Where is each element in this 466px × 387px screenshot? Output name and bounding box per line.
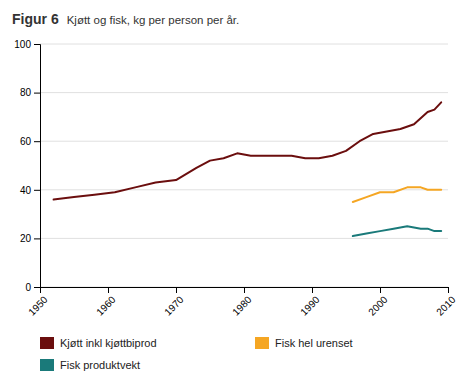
legend-label: Fisk produktvekt	[60, 359, 140, 371]
x-tick: 2010	[434, 287, 458, 318]
x-tick-label: 2000	[366, 294, 390, 318]
series-group	[54, 102, 442, 236]
legend-item: Kjøtt inkl kjøttbiprod	[40, 337, 157, 349]
y-tick-label: 100	[14, 39, 31, 50]
x-tick-label: 1960	[94, 294, 118, 318]
y-tick: 40	[20, 185, 40, 196]
plot: 1950 1960 1970 1980 1990 2000 2010 0 20 40 60 80 100	[14, 39, 458, 318]
y-tick-label: 80	[20, 87, 32, 98]
y-tick-mark	[34, 190, 40, 191]
grid-line	[40, 189, 448, 190]
y-tick: 60	[20, 136, 40, 147]
legend-item: Fisk produktvekt	[40, 359, 140, 371]
x-tick: 1980	[230, 287, 254, 318]
y-tick: 100	[14, 39, 40, 50]
x-tick: 1970	[162, 287, 186, 318]
y-tick: 0	[25, 282, 40, 293]
y-axis-line	[34, 45, 41, 288]
x-tick-label: 1990	[298, 294, 322, 318]
x-tick-label: 1980	[230, 294, 254, 318]
x-tick-mark	[380, 287, 381, 293]
grid-line	[40, 44, 448, 45]
grid-line	[40, 92, 448, 93]
legend-label: Kjøtt inkl kjøttbiprod	[60, 337, 157, 349]
y-tick: 80	[20, 87, 40, 98]
x-tick-mark	[312, 287, 313, 293]
grid-line	[40, 141, 448, 142]
x-tick-mark	[176, 287, 177, 293]
x-tick: 1990	[298, 287, 322, 318]
x-tick-label: 2010	[434, 294, 458, 318]
y-tick-label: 0	[25, 282, 31, 293]
y-tick-label: 60	[20, 136, 32, 147]
y-tick-label: 20	[20, 233, 32, 244]
legend: Kjøtt inkl kjøttbiprod Fisk hel urenset Fi…	[40, 337, 353, 371]
y-tick-label: 40	[20, 185, 32, 196]
y-tick-mark	[34, 238, 40, 239]
grid-line	[40, 238, 448, 239]
y-tick-mark	[34, 93, 40, 94]
grid	[40, 44, 448, 287]
legend-item: Fisk hel urenset	[255, 337, 353, 349]
x-axis: 1950 1960 1970 1980 1990 2000 2010	[26, 287, 458, 318]
subtitle: Kjøtt og fisk, kg per person per år.	[67, 14, 240, 26]
title: Figur 6	[12, 11, 59, 27]
x-tick-label: 1950	[26, 294, 50, 318]
x-tick-label: 1970	[162, 294, 186, 318]
y-tick: 20	[20, 233, 40, 244]
x-tick-mark	[448, 287, 449, 293]
x-tick: 1960	[94, 287, 118, 318]
series-line	[353, 226, 441, 236]
y-tick-mark	[34, 44, 40, 45]
y-axis: 0 20 40 60 80 100	[14, 39, 40, 293]
y-tick-mark	[34, 287, 40, 288]
legend-label: Fisk hel urenset	[275, 337, 353, 349]
legend-swatch	[40, 337, 54, 349]
y-tick-mark	[34, 141, 40, 142]
series-line	[353, 187, 441, 202]
x-tick-mark	[108, 287, 109, 293]
x-tick-mark	[244, 287, 245, 293]
legend-swatch	[40, 359, 54, 371]
x-axis-line	[41, 288, 449, 294]
legend-swatch	[255, 337, 269, 349]
x-tick: 2000	[366, 287, 390, 318]
series-line	[54, 102, 442, 199]
chart: Figur 6 Kjøtt og fisk, kg per person per …	[0, 0, 466, 387]
